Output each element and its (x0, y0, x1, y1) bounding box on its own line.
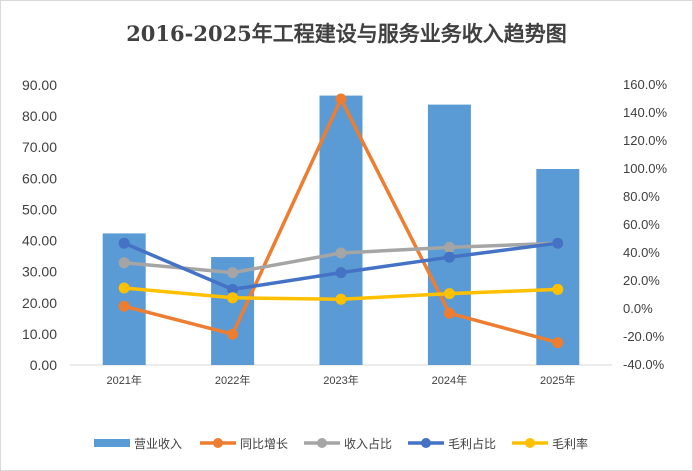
right-tick-label: 20.0% (623, 273, 660, 288)
legend-label: 营业收入 (134, 437, 182, 451)
legend-swatch (94, 439, 130, 447)
data-point (443, 251, 455, 263)
right-axis-ticks: -40.0% -20.0% 0.0% 20.0% 40.0% 60.0% 80.0% 100.… (623, 77, 668, 372)
right-tick-label: 60.0% (623, 217, 660, 232)
right-tick-label: -20.0% (623, 329, 665, 344)
data-point (335, 247, 347, 259)
data-point (552, 283, 564, 295)
data-point (443, 288, 455, 300)
legend-label: 收入占比 (344, 436, 392, 451)
data-point (118, 300, 130, 312)
left-tick-label: 80.00 (22, 108, 57, 124)
right-tick-label: 140.0% (623, 105, 668, 120)
data-point (118, 282, 130, 294)
bar-series (102, 95, 580, 366)
data-point (335, 293, 347, 305)
left-tick-label: 60.00 (22, 170, 57, 186)
data-point (335, 93, 347, 105)
left-tick-label: 90.00 (22, 77, 57, 93)
left-tick-label: 20.00 (22, 295, 57, 311)
right-tick-label: 80.0% (623, 189, 660, 204)
data-point (118, 237, 130, 249)
legend-label: 同比增长 (240, 437, 288, 451)
data-point (227, 328, 239, 340)
bar (319, 95, 363, 366)
data-point (552, 337, 564, 349)
left-tick-label: 70.00 (22, 139, 57, 155)
legend-marker (421, 438, 431, 448)
data-point (227, 292, 239, 304)
x-axis-ticks: 2021年 2022年 2023年 2024年 2025年 (106, 373, 575, 387)
left-tick-label: 0.00 (30, 357, 57, 373)
legend-label: 毛利占比 (448, 436, 496, 451)
legend-marker (317, 438, 327, 448)
x-tick-label: 2021年 (106, 373, 141, 387)
right-tick-label: 160.0% (623, 77, 668, 92)
line-series (118, 93, 564, 349)
left-tick-label: 50.00 (22, 201, 57, 217)
legend: 营业收入 同比增长 收入占比 毛利占比 毛利率 (94, 436, 588, 451)
chart-title: 2016-2025年工程建设与服务业务收入趋势图 (126, 21, 567, 46)
legend-label: 毛利率 (552, 436, 588, 451)
data-point (227, 267, 239, 279)
right-tick-label: 100.0% (623, 161, 668, 176)
left-tick-label: 40.00 (22, 233, 57, 249)
data-point (443, 241, 455, 253)
left-tick-label: 30.00 (22, 264, 57, 280)
data-point (443, 307, 455, 319)
x-tick-label: 2025年 (540, 373, 575, 387)
data-point (552, 237, 564, 249)
bar (536, 169, 580, 365)
x-tick-label: 2024年 (432, 373, 467, 387)
left-tick-label: 10.00 (22, 326, 57, 342)
bar (427, 104, 471, 365)
x-tick-label: 2023年 (323, 373, 358, 387)
data-point (335, 267, 347, 279)
legend-marker (525, 438, 535, 448)
x-tick-label: 2022年 (215, 373, 250, 387)
bar (102, 233, 146, 365)
right-tick-label: -40.0% (623, 357, 665, 372)
right-tick-label: 0.0% (623, 301, 653, 316)
data-point (227, 283, 239, 295)
right-tick-label: 40.0% (623, 245, 660, 260)
left-axis-ticks: 0.00 10.00 20.00 30.00 40.00 50.00 60.00 70.00 8… (22, 77, 57, 373)
legend-marker (213, 438, 223, 448)
data-point (118, 257, 130, 269)
right-tick-label: 120.0% (623, 133, 668, 148)
